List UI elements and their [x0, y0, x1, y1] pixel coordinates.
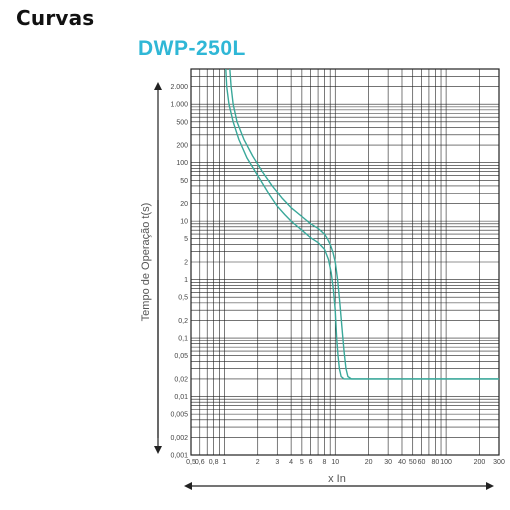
x-tick-label: 6 [309, 459, 313, 466]
y-tick-label: 0,02 [174, 376, 188, 383]
x-tick-label: 0,5 [186, 459, 196, 466]
y-tick-label: 100 [176, 160, 188, 167]
heading-curvas: Curvas [16, 6, 95, 30]
y-tick-label: 0,1 [178, 336, 188, 343]
y-tick-label: 2.000 [170, 84, 188, 91]
y-tick-label: 1 [184, 277, 188, 284]
x-tick-label: 4 [289, 459, 293, 466]
x-tick-label: 0,6 [195, 459, 205, 466]
y-tick-label: 0,2 [178, 318, 188, 325]
x-tick-label: 0,8 [209, 459, 219, 466]
trip-curve-2 [229, 68, 499, 380]
x-tick-label: 10 [331, 459, 339, 466]
chart-title: DWP-250L [138, 37, 246, 60]
y-tick-label: 0,005 [170, 412, 188, 419]
x-tick-label: 2 [256, 459, 260, 466]
trip-curves [225, 68, 499, 380]
trip-curve-1 [225, 68, 499, 380]
x-tick-label: 1 [222, 459, 226, 466]
y-tick-label: 0,01 [174, 394, 188, 401]
y-tick-label: 0,001 [170, 453, 188, 460]
y-tick-label: 500 [176, 119, 188, 126]
y-tick-label: 200 [176, 143, 188, 150]
x-tick-label: 100 [440, 459, 452, 466]
y-tick-label: 0,002 [170, 435, 188, 442]
tick-labels: 2.000 1.000 500 200 100 50 20 10 5 2 1 0,5 0,2 0,1 0,0… [170, 84, 504, 466]
x-tick-label: 50 [409, 459, 417, 466]
x-tick-label: 30 [384, 459, 392, 466]
y-tick-label: 1.000 [170, 102, 188, 109]
x-tick-label: 8 [323, 459, 327, 466]
y-tick-label: 0,05 [174, 353, 188, 360]
x-tick-label: 60 [418, 459, 426, 466]
y-tick-label: 2 [184, 260, 188, 267]
x-tick-label: 20 [365, 459, 373, 466]
x-tick-label: 80 [431, 459, 439, 466]
grid [190, 68, 500, 456]
x-tick-label: 5 [300, 459, 304, 466]
x-tick-label: 200 [474, 459, 486, 466]
x-tick-label: 3 [275, 459, 279, 466]
y-tick-label: 10 [180, 219, 188, 226]
y-tick-label: 20 [180, 201, 188, 208]
y-tick-label: 5 [184, 236, 188, 243]
x-axis-label: x In [328, 473, 346, 485]
y-tick-label: 50 [180, 178, 188, 185]
x-tick-label: 300 [493, 459, 505, 466]
y-axis-label: Tempo de Operação t(s) [140, 203, 152, 322]
x-tick-label: 40 [398, 459, 406, 466]
y-tick-label: 0,5 [178, 295, 188, 302]
plot-frame [190, 68, 500, 456]
